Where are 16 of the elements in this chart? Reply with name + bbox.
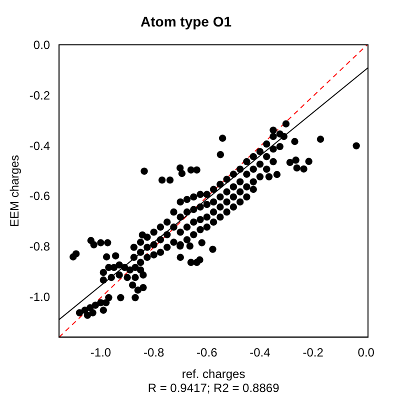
x-axis-title: ref. charges bbox=[182, 367, 246, 382]
y-tick-label: -0.8 bbox=[29, 240, 50, 254]
y-tick-label: -0.6 bbox=[29, 189, 50, 204]
y-tick-label: -0.2 bbox=[29, 88, 50, 102]
x-tick-label: -0.4 bbox=[250, 346, 271, 360]
y-tick-label: -0.4 bbox=[29, 138, 50, 153]
chart-title: Atom type O1 bbox=[140, 13, 232, 30]
x-tick-label: -1.0 bbox=[90, 346, 112, 360]
y-axis-title: EEM charges bbox=[8, 154, 22, 228]
x-tick-label: -0.2 bbox=[302, 346, 324, 360]
y-tick-label: 0.0 bbox=[33, 38, 50, 52]
y-tick-label: -1.0 bbox=[29, 290, 50, 304]
text: R = 0.9417; R2 = 0.8869 bbox=[148, 381, 280, 395]
x-tick-label: -0.6 bbox=[196, 346, 218, 360]
x-tick-label: -0.8 bbox=[143, 346, 164, 360]
x-tick-label: 0.0 bbox=[358, 346, 375, 360]
